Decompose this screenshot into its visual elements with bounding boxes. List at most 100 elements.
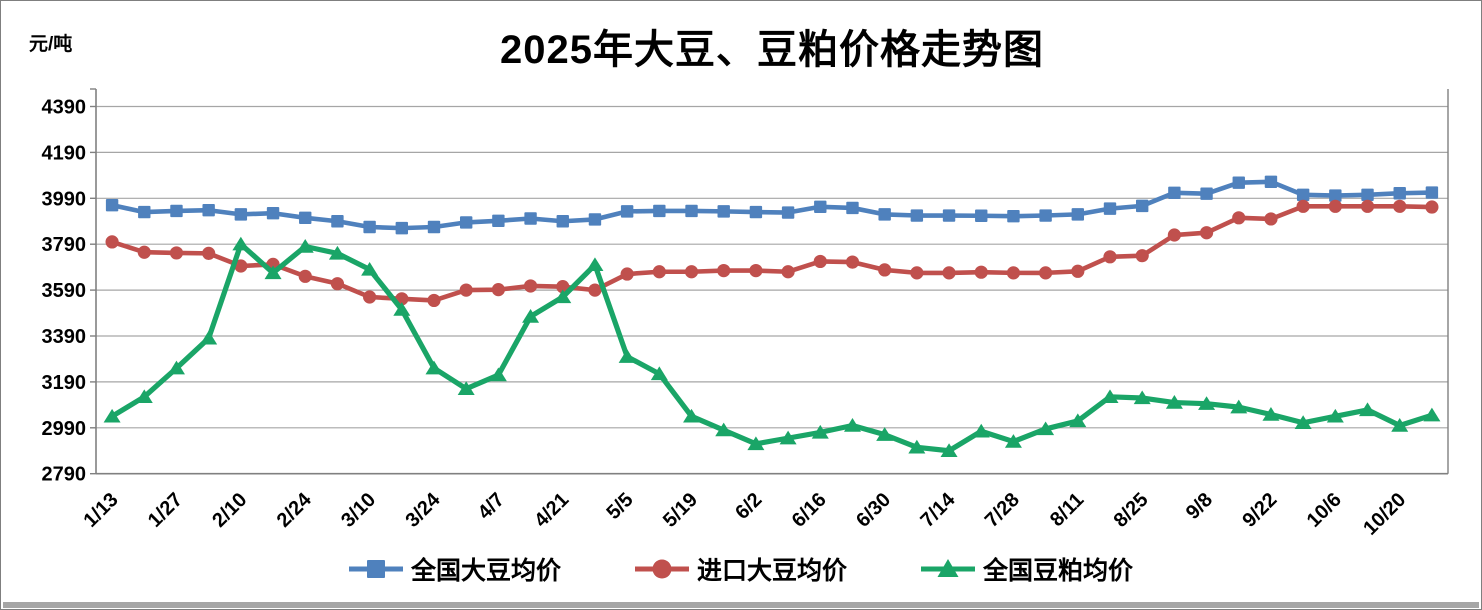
data-point-circle: [620, 267, 634, 281]
data-point-square: [395, 221, 409, 235]
data-point-square: [202, 204, 215, 217]
data-point-triangle: [1133, 390, 1151, 405]
data-point-triangle: [747, 436, 765, 451]
data-point-square: [1296, 188, 1310, 202]
data-point-circle: [427, 293, 441, 308]
data-point-triangle: [1004, 434, 1022, 448]
x-axis-tick-label: 7/14: [916, 488, 960, 532]
data-point-circle: [1103, 250, 1117, 264]
data-point-square: [814, 200, 827, 213]
data-point-circle: [491, 283, 505, 297]
data-point-circle: [1393, 199, 1407, 213]
data-point-triangle: [1069, 413, 1087, 428]
x-axis-tick-label: 9/22: [1238, 489, 1281, 532]
data-point-square: [1039, 209, 1052, 222]
legend-item-soybean-meal: 全国豆粕均价: [921, 551, 1133, 587]
data-point-triangle: [103, 408, 121, 423]
data-point-circle: [459, 283, 473, 297]
data-point-circle: [588, 283, 602, 297]
y-axis-tick-label: 3190: [42, 372, 87, 394]
data-point-triangle: [908, 439, 926, 454]
data-point-triangle: [328, 245, 346, 260]
x-axis-tick-label: 9/8: [1182, 489, 1217, 524]
data-point-square: [266, 207, 280, 220]
data-point-square: [1329, 189, 1342, 202]
data-point-triangle: [264, 265, 282, 280]
data-point-square: [1007, 210, 1020, 223]
data-point-triangle: [457, 381, 475, 395]
data-point-triangle: [200, 330, 218, 345]
data-point-triangle: [1037, 421, 1055, 436]
x-axis-tick-label: 5/5: [602, 489, 637, 524]
data-point-square: [170, 204, 183, 218]
x-axis-tick-label: 3/10: [337, 489, 380, 532]
data-point-triangle: [361, 261, 379, 276]
data-point-square: [234, 208, 248, 221]
data-point-triangle: [1391, 418, 1409, 432]
y-axis-tick-label: 3790: [42, 234, 87, 256]
x-axis-tick-label: 8/11: [1046, 489, 1088, 531]
data-point-square: [1393, 187, 1406, 200]
data-point-circle: [910, 266, 924, 280]
x-axis-tick-label: 7/28: [981, 489, 1024, 532]
data-point-circle: [1328, 199, 1342, 213]
data-point-circle: [684, 265, 699, 279]
y-axis-unit-label: 元/吨: [29, 34, 73, 55]
x-axis-tick-label: 5/19: [659, 489, 702, 532]
data-point-triangle: [843, 418, 861, 432]
data-point-triangle: [1165, 395, 1183, 409]
data-point-circle: [1199, 226, 1214, 240]
data-point-square: [653, 204, 666, 218]
data-point-triangle: [135, 389, 153, 404]
legend: 全国大豆均价 进口大豆均价 全国豆粕均价: [1, 547, 1481, 591]
data-point-square: [1361, 188, 1374, 202]
data-point-square: [620, 205, 634, 218]
x-axis-tick-label: 1/13: [80, 489, 123, 532]
x-axis-tick-label: 10/20: [1359, 489, 1410, 540]
x-axis-tick-label: 6/30: [852, 489, 895, 532]
data-point-triangle: [683, 408, 701, 423]
data-point-triangle: [972, 423, 990, 438]
data-point-triangle: [1326, 408, 1344, 423]
x-axis-tick-label: 2/10: [208, 489, 251, 532]
data-point-triangle: [876, 427, 894, 441]
data-point-square: [588, 213, 602, 226]
data-point-square: [138, 205, 151, 219]
data-point-triangle: [1294, 415, 1312, 429]
data-point-square: [749, 205, 763, 219]
data-point-square: [717, 205, 730, 218]
data-point-triangle: [1198, 396, 1216, 410]
data-point-triangle: [1101, 389, 1119, 404]
y-axis-tick-label: 4190: [42, 142, 87, 164]
data-point-triangle: [489, 367, 507, 382]
data-point-circle: [1071, 264, 1085, 278]
series-line-2: [109, 241, 1435, 454]
data-point-square: [975, 209, 988, 222]
data-point-circle: [1039, 266, 1053, 280]
data-point-circle: [363, 290, 377, 304]
data-point-triangle: [1262, 406, 1280, 421]
window-bottom-edge: [3, 602, 1479, 608]
data-point-triangle: [296, 238, 314, 253]
data-point-circle: [298, 269, 312, 283]
data-point-circle: [202, 246, 216, 260]
data-point-circle: [1232, 211, 1246, 225]
data-point-triangle: [586, 257, 604, 272]
x-axis-tick-label: 6/16: [788, 489, 831, 532]
data-point-triangle: [167, 360, 185, 375]
data-point-circle: [234, 259, 248, 273]
y-axis-tick-label: 3390: [42, 326, 87, 348]
green-triangle-marker-icon: [921, 559, 975, 577]
data-point-square: [556, 215, 569, 228]
data-point-circle: [1296, 199, 1310, 213]
data-point-triangle: [554, 289, 572, 304]
data-point-square: [1168, 186, 1181, 199]
x-axis-tick-label: 1/27: [144, 489, 187, 532]
y-axis-tick-label: 4390: [42, 97, 87, 119]
data-point-square: [1103, 202, 1117, 215]
data-point-square: [524, 212, 537, 225]
data-point-circle: [974, 265, 988, 279]
data-point-triangle: [940, 443, 958, 457]
blue-square-marker-icon: [348, 560, 403, 578]
